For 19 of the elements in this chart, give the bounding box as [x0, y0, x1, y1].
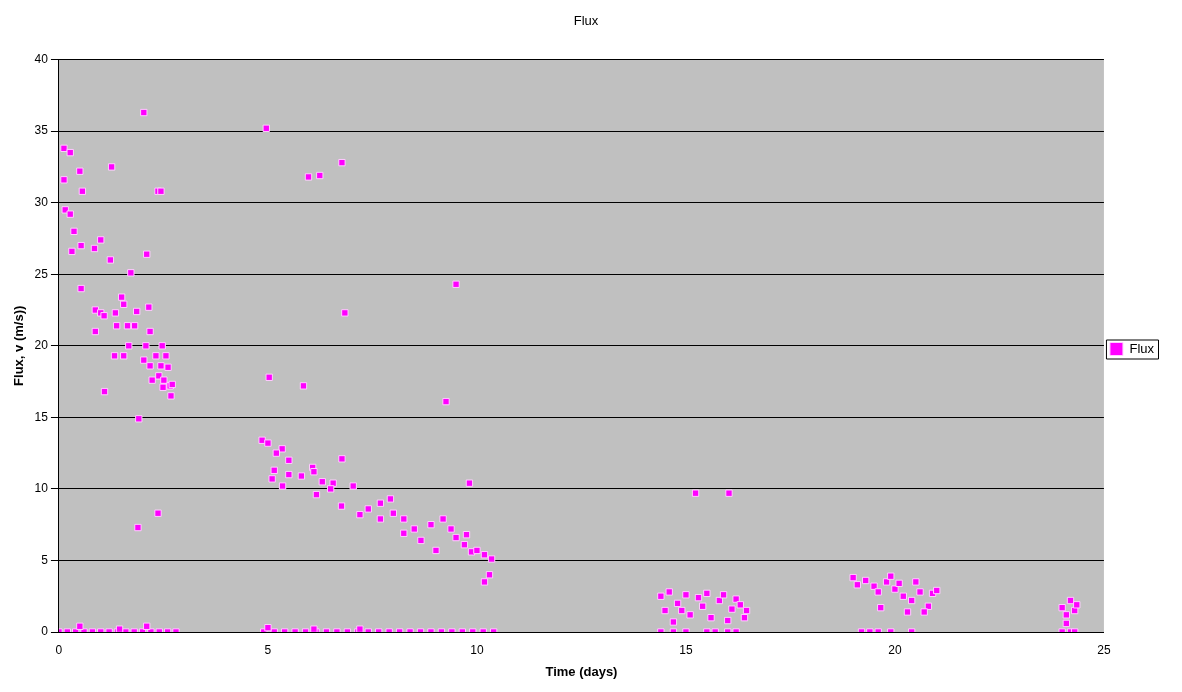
y-tick-label: 15	[34, 409, 49, 424]
x-tick-label: 20	[888, 642, 902, 657]
y-tick-label: 25	[34, 266, 49, 281]
x-tick-label: 10	[470, 642, 484, 657]
y-tick-label: 5	[41, 552, 49, 567]
x-tick-label: 25	[1097, 642, 1111, 657]
y-tick-label: 30	[34, 195, 49, 210]
x-tick-label: 0	[55, 642, 63, 657]
legend-label: Flux	[1129, 340, 1155, 356]
x-tick-label: 15	[679, 642, 693, 657]
y-tick-label: 10	[34, 481, 49, 496]
y-tick-label: 0	[41, 624, 49, 639]
y-tick-label: 35	[34, 123, 49, 138]
x-tick-label: 5	[264, 642, 272, 657]
y-axis-title: Flux, v (m/s))	[11, 305, 27, 386]
y-tick-label: 20	[34, 338, 49, 353]
chart-title: Flux	[573, 13, 599, 29]
y-tick-label: 40	[34, 51, 49, 66]
x-axis-title: Time (days)	[545, 663, 618, 679]
